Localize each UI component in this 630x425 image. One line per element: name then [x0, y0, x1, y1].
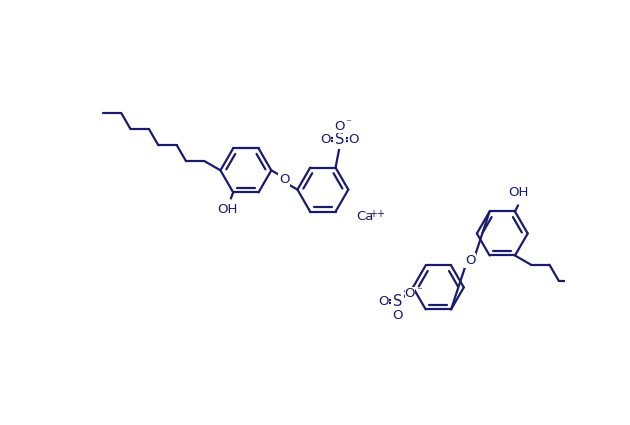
Text: OH: OH: [217, 203, 238, 216]
Text: S: S: [335, 132, 344, 147]
Text: ++: ++: [369, 209, 385, 219]
Text: S: S: [393, 294, 402, 309]
Text: ⁻: ⁻: [345, 119, 351, 129]
Text: O: O: [334, 119, 345, 133]
Text: Ca: Ca: [356, 210, 374, 223]
Text: O: O: [379, 295, 389, 308]
Text: O: O: [320, 133, 331, 146]
Text: O: O: [348, 133, 358, 146]
Text: ⁻: ⁻: [416, 286, 422, 296]
Text: O: O: [404, 287, 415, 300]
Text: O: O: [392, 309, 403, 322]
Text: OH: OH: [508, 186, 529, 199]
Text: O: O: [465, 254, 476, 267]
Text: O: O: [279, 173, 290, 187]
